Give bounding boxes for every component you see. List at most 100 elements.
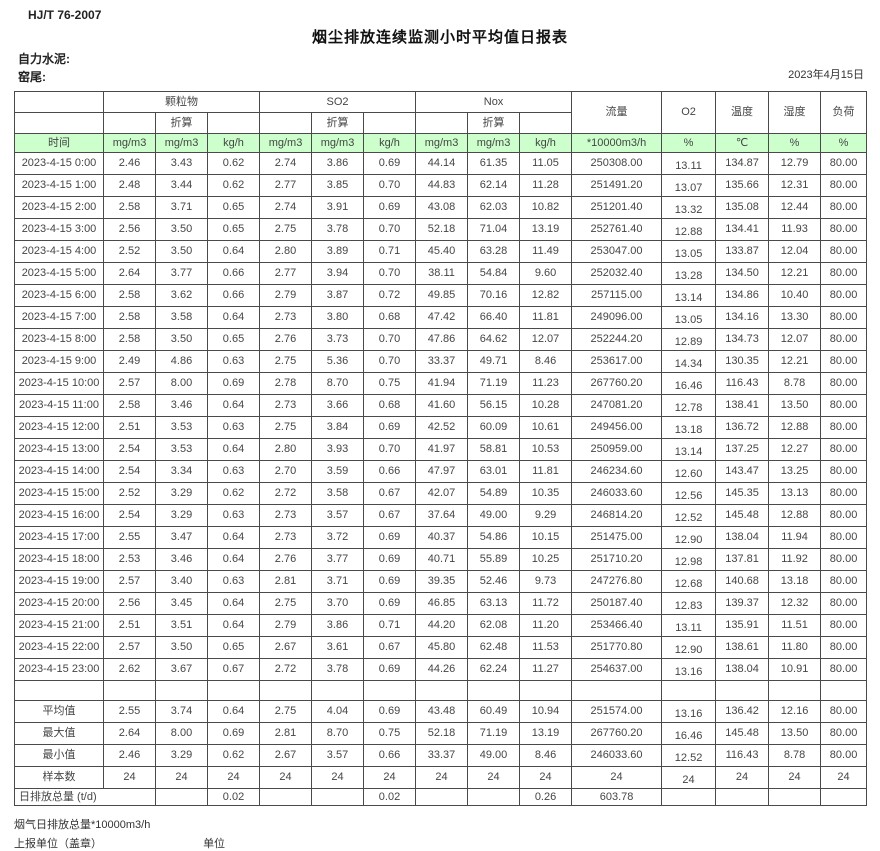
value-cell: 13.14: [661, 438, 717, 461]
value-cell: 0.70: [363, 174, 417, 197]
summary-value-cell: 251574.00: [571, 700, 663, 723]
summary-value-cell: 246033.60: [571, 744, 663, 767]
value-cell: 3.94: [311, 262, 365, 285]
column-header-temperature: 温度: [715, 91, 770, 134]
converted-header-pm: 折算: [155, 112, 208, 134]
value-cell: 252032.40: [571, 262, 663, 285]
value-cell: 251201.40: [571, 196, 663, 219]
summary-value-cell: 24: [571, 766, 663, 789]
time-cell: 2023-4-15 5:00: [14, 262, 104, 285]
value-cell: 253466.40: [571, 614, 663, 637]
value-cell: 3.70: [311, 592, 365, 615]
value-cell: 14.34: [661, 350, 717, 373]
value-cell: 80.00: [820, 174, 868, 197]
daily-total-value-cell: 0.02: [363, 788, 417, 806]
value-cell: 3.34: [155, 460, 208, 483]
summary-value-cell: 2.75: [259, 700, 313, 723]
value-cell: 0.70: [363, 438, 417, 461]
value-cell: 13.32: [661, 196, 717, 219]
summary-value-cell: 24: [155, 766, 208, 789]
time-cell: 2023-4-15 19:00: [14, 570, 104, 593]
daily-total-value-cell: 0.02: [206, 788, 261, 806]
value-cell: 145.48: [715, 504, 770, 527]
value-cell: 0.70: [363, 350, 417, 373]
value-cell: 13.07: [661, 174, 717, 197]
value-cell: 2.57: [103, 372, 156, 395]
value-cell: 40.37: [415, 526, 469, 549]
value-cell: 47.42: [415, 306, 469, 329]
value-cell: 2.81: [259, 570, 313, 593]
value-cell: 3.84: [311, 416, 365, 439]
value-cell: 249456.00: [571, 416, 663, 439]
value-cell: 80.00: [820, 438, 868, 461]
value-cell: 11.49: [519, 240, 573, 263]
time-cell: 2023-4-15 7:00: [14, 306, 104, 329]
value-cell: 0.67: [363, 636, 417, 659]
value-cell: 80.00: [820, 526, 868, 549]
value-cell: 0.69: [363, 548, 417, 571]
summary-value-cell: 33.37: [415, 744, 469, 767]
value-cell: 2.76: [259, 548, 313, 571]
table-row: 2023-4-15 3:00 2.56 3.50 0.65 2.75 3.78 0.70 52…: [14, 218, 868, 241]
value-cell: 3.71: [311, 570, 365, 593]
value-cell: 52.18: [415, 218, 469, 241]
value-cell: 2.58: [103, 196, 156, 219]
value-cell: 10.82: [519, 196, 573, 219]
value-cell: 135.66: [715, 174, 770, 197]
daily-total-value-cell: [715, 788, 770, 806]
value-cell: 12.82: [519, 284, 573, 307]
value-cell: 253617.00: [571, 350, 663, 373]
value-cell: 63.13: [467, 592, 521, 615]
value-cell: 8.70: [311, 372, 365, 395]
value-cell: 2.70: [259, 460, 313, 483]
value-cell: 138.04: [715, 526, 770, 549]
value-cell: 42.07: [415, 482, 469, 505]
time-cell: 2023-4-15 18:00: [14, 548, 104, 571]
value-cell: 3.51: [155, 614, 208, 637]
value-cell: 138.61: [715, 636, 770, 659]
value-cell: 2.72: [259, 482, 313, 505]
value-cell: 254637.00: [571, 658, 663, 681]
value-cell: 40.71: [415, 548, 469, 571]
table-row: 2023-4-15 7:00 2.58 3.58 0.64 2.73 3.80 0.68 47…: [14, 306, 868, 329]
daily-total-value-cell: [155, 788, 208, 806]
value-cell: 2.73: [259, 394, 313, 417]
header-row-converted: 折算 折算 折算: [14, 112, 867, 134]
summary-value-cell: 43.48: [415, 700, 469, 723]
value-cell: 12.56: [661, 482, 717, 505]
value-cell: 3.43: [155, 152, 208, 175]
value-cell: 134.86: [715, 284, 770, 307]
value-cell: 11.51: [768, 614, 822, 637]
value-cell: 0.63: [206, 570, 261, 593]
converted-header-nox: 折算: [467, 112, 521, 134]
value-cell: 45.40: [415, 240, 469, 263]
value-cell: 2.72: [259, 658, 313, 681]
column-header-humidity: 湿度: [768, 91, 822, 134]
value-cell: 139.37: [715, 592, 770, 615]
value-cell: 3.50: [155, 636, 208, 659]
value-cell: 2.75: [259, 416, 313, 439]
summary-value-cell: 24: [363, 766, 417, 789]
spacer-section: [14, 680, 868, 701]
value-cell: 2.48: [103, 174, 156, 197]
summary-row: 最大值 2.64 8.00 0.69 2.81 8.70 0.75 52.18 71.19 13.…: [14, 722, 868, 745]
time-cell: 2023-4-15 2:00: [14, 196, 104, 219]
value-cell: 2.54: [103, 460, 156, 483]
value-cell: 13.18: [768, 570, 822, 593]
value-cell: 138.41: [715, 394, 770, 417]
spacer-row: [14, 680, 868, 701]
value-cell: 55.89: [467, 548, 521, 571]
value-cell: 0.67: [363, 504, 417, 527]
value-cell: 2.75: [259, 350, 313, 373]
value-cell: 0.65: [206, 636, 261, 659]
value-cell: 80.00: [820, 658, 868, 681]
value-cell: 2.75: [259, 592, 313, 615]
value-cell: 12.32: [768, 592, 822, 615]
value-cell: 0.72: [363, 284, 417, 307]
value-cell: 251475.00: [571, 526, 663, 549]
summary-label-cell: 最大值: [14, 722, 104, 745]
value-cell: 134.41: [715, 218, 770, 241]
value-cell: 41.60: [415, 394, 469, 417]
value-cell: 80.00: [820, 460, 868, 483]
value-cell: 13.18: [661, 416, 717, 439]
